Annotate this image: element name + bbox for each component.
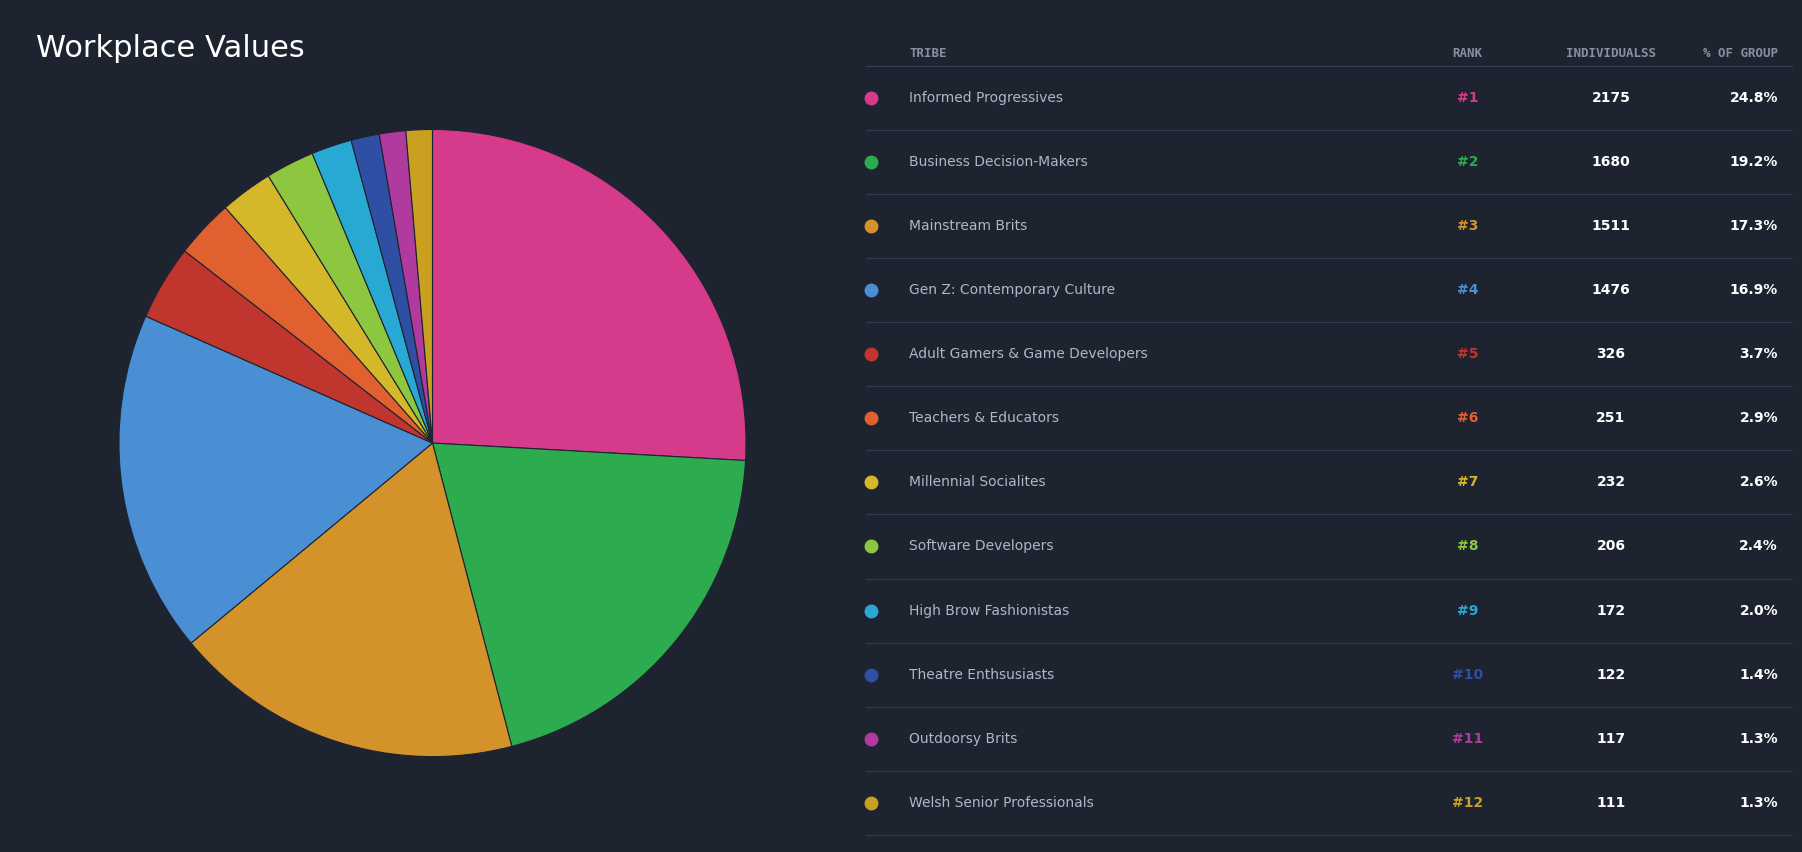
Text: Theatre Enthsusiasts: Theatre Enthsusiasts bbox=[908, 668, 1054, 682]
Text: Software Developers: Software Developers bbox=[908, 539, 1054, 554]
Wedge shape bbox=[268, 153, 432, 443]
Text: High Brow Fashionistas: High Brow Fashionistas bbox=[908, 603, 1069, 618]
Text: INDIVIDUALSS: INDIVIDUALSS bbox=[1566, 47, 1656, 60]
Text: Gen Z: Contemporary Culture: Gen Z: Contemporary Culture bbox=[908, 283, 1115, 297]
Text: #11: #11 bbox=[1452, 732, 1483, 746]
Wedge shape bbox=[312, 141, 432, 443]
Text: Outdoorsy Brits: Outdoorsy Brits bbox=[908, 732, 1018, 746]
Text: 1476: 1476 bbox=[1591, 283, 1631, 297]
Text: 2.0%: 2.0% bbox=[1739, 603, 1779, 618]
Wedge shape bbox=[432, 443, 746, 746]
Text: Informed Progressives: Informed Progressives bbox=[908, 90, 1063, 105]
Text: 117: 117 bbox=[1597, 732, 1625, 746]
Text: 19.2%: 19.2% bbox=[1730, 155, 1779, 169]
Text: #6: #6 bbox=[1458, 412, 1478, 425]
Text: 1.3%: 1.3% bbox=[1739, 796, 1779, 810]
Text: #1: #1 bbox=[1458, 90, 1478, 105]
Wedge shape bbox=[184, 208, 432, 443]
Text: 24.8%: 24.8% bbox=[1730, 90, 1779, 105]
Wedge shape bbox=[119, 316, 432, 643]
Text: 122: 122 bbox=[1597, 668, 1625, 682]
Text: #10: #10 bbox=[1452, 668, 1483, 682]
Text: 111: 111 bbox=[1597, 796, 1625, 810]
Text: #2: #2 bbox=[1458, 155, 1478, 169]
Text: 16.9%: 16.9% bbox=[1730, 283, 1779, 297]
Text: 1511: 1511 bbox=[1591, 219, 1631, 233]
Text: Workplace Values: Workplace Values bbox=[36, 34, 305, 63]
Text: 251: 251 bbox=[1597, 412, 1625, 425]
Text: Business Decision-Makers: Business Decision-Makers bbox=[908, 155, 1088, 169]
Wedge shape bbox=[191, 443, 512, 757]
Text: % OF GROUP: % OF GROUP bbox=[1703, 47, 1779, 60]
Text: #8: #8 bbox=[1458, 539, 1478, 554]
Text: 2.4%: 2.4% bbox=[1739, 539, 1779, 554]
Text: Teachers & Educators: Teachers & Educators bbox=[908, 412, 1060, 425]
Wedge shape bbox=[378, 130, 432, 443]
Text: Millennial Socialites: Millennial Socialites bbox=[908, 475, 1045, 489]
Text: #7: #7 bbox=[1458, 475, 1478, 489]
Text: Welsh Senior Professionals: Welsh Senior Professionals bbox=[908, 796, 1094, 810]
Text: 232: 232 bbox=[1597, 475, 1625, 489]
Text: 172: 172 bbox=[1597, 603, 1625, 618]
Text: RANK: RANK bbox=[1452, 47, 1483, 60]
Text: Mainstream Brits: Mainstream Brits bbox=[908, 219, 1027, 233]
Text: 1.3%: 1.3% bbox=[1739, 732, 1779, 746]
Wedge shape bbox=[225, 176, 432, 443]
Text: TRIBE: TRIBE bbox=[908, 47, 946, 60]
Text: 2175: 2175 bbox=[1591, 90, 1631, 105]
Text: 1680: 1680 bbox=[1591, 155, 1631, 169]
Text: Adult Gamers & Game Developers: Adult Gamers & Game Developers bbox=[908, 347, 1148, 361]
Wedge shape bbox=[146, 251, 432, 443]
Text: 326: 326 bbox=[1597, 347, 1625, 361]
Text: 206: 206 bbox=[1597, 539, 1625, 554]
Wedge shape bbox=[432, 130, 746, 461]
Text: #12: #12 bbox=[1452, 796, 1483, 810]
Text: #3: #3 bbox=[1458, 219, 1478, 233]
Text: 17.3%: 17.3% bbox=[1730, 219, 1779, 233]
Text: #9: #9 bbox=[1458, 603, 1478, 618]
Text: #5: #5 bbox=[1458, 347, 1478, 361]
Text: 2.6%: 2.6% bbox=[1739, 475, 1779, 489]
Text: #4: #4 bbox=[1458, 283, 1478, 297]
Text: 3.7%: 3.7% bbox=[1739, 347, 1779, 361]
Wedge shape bbox=[405, 130, 432, 443]
Text: 2.9%: 2.9% bbox=[1739, 412, 1779, 425]
Wedge shape bbox=[351, 134, 432, 443]
Text: 1.4%: 1.4% bbox=[1739, 668, 1779, 682]
